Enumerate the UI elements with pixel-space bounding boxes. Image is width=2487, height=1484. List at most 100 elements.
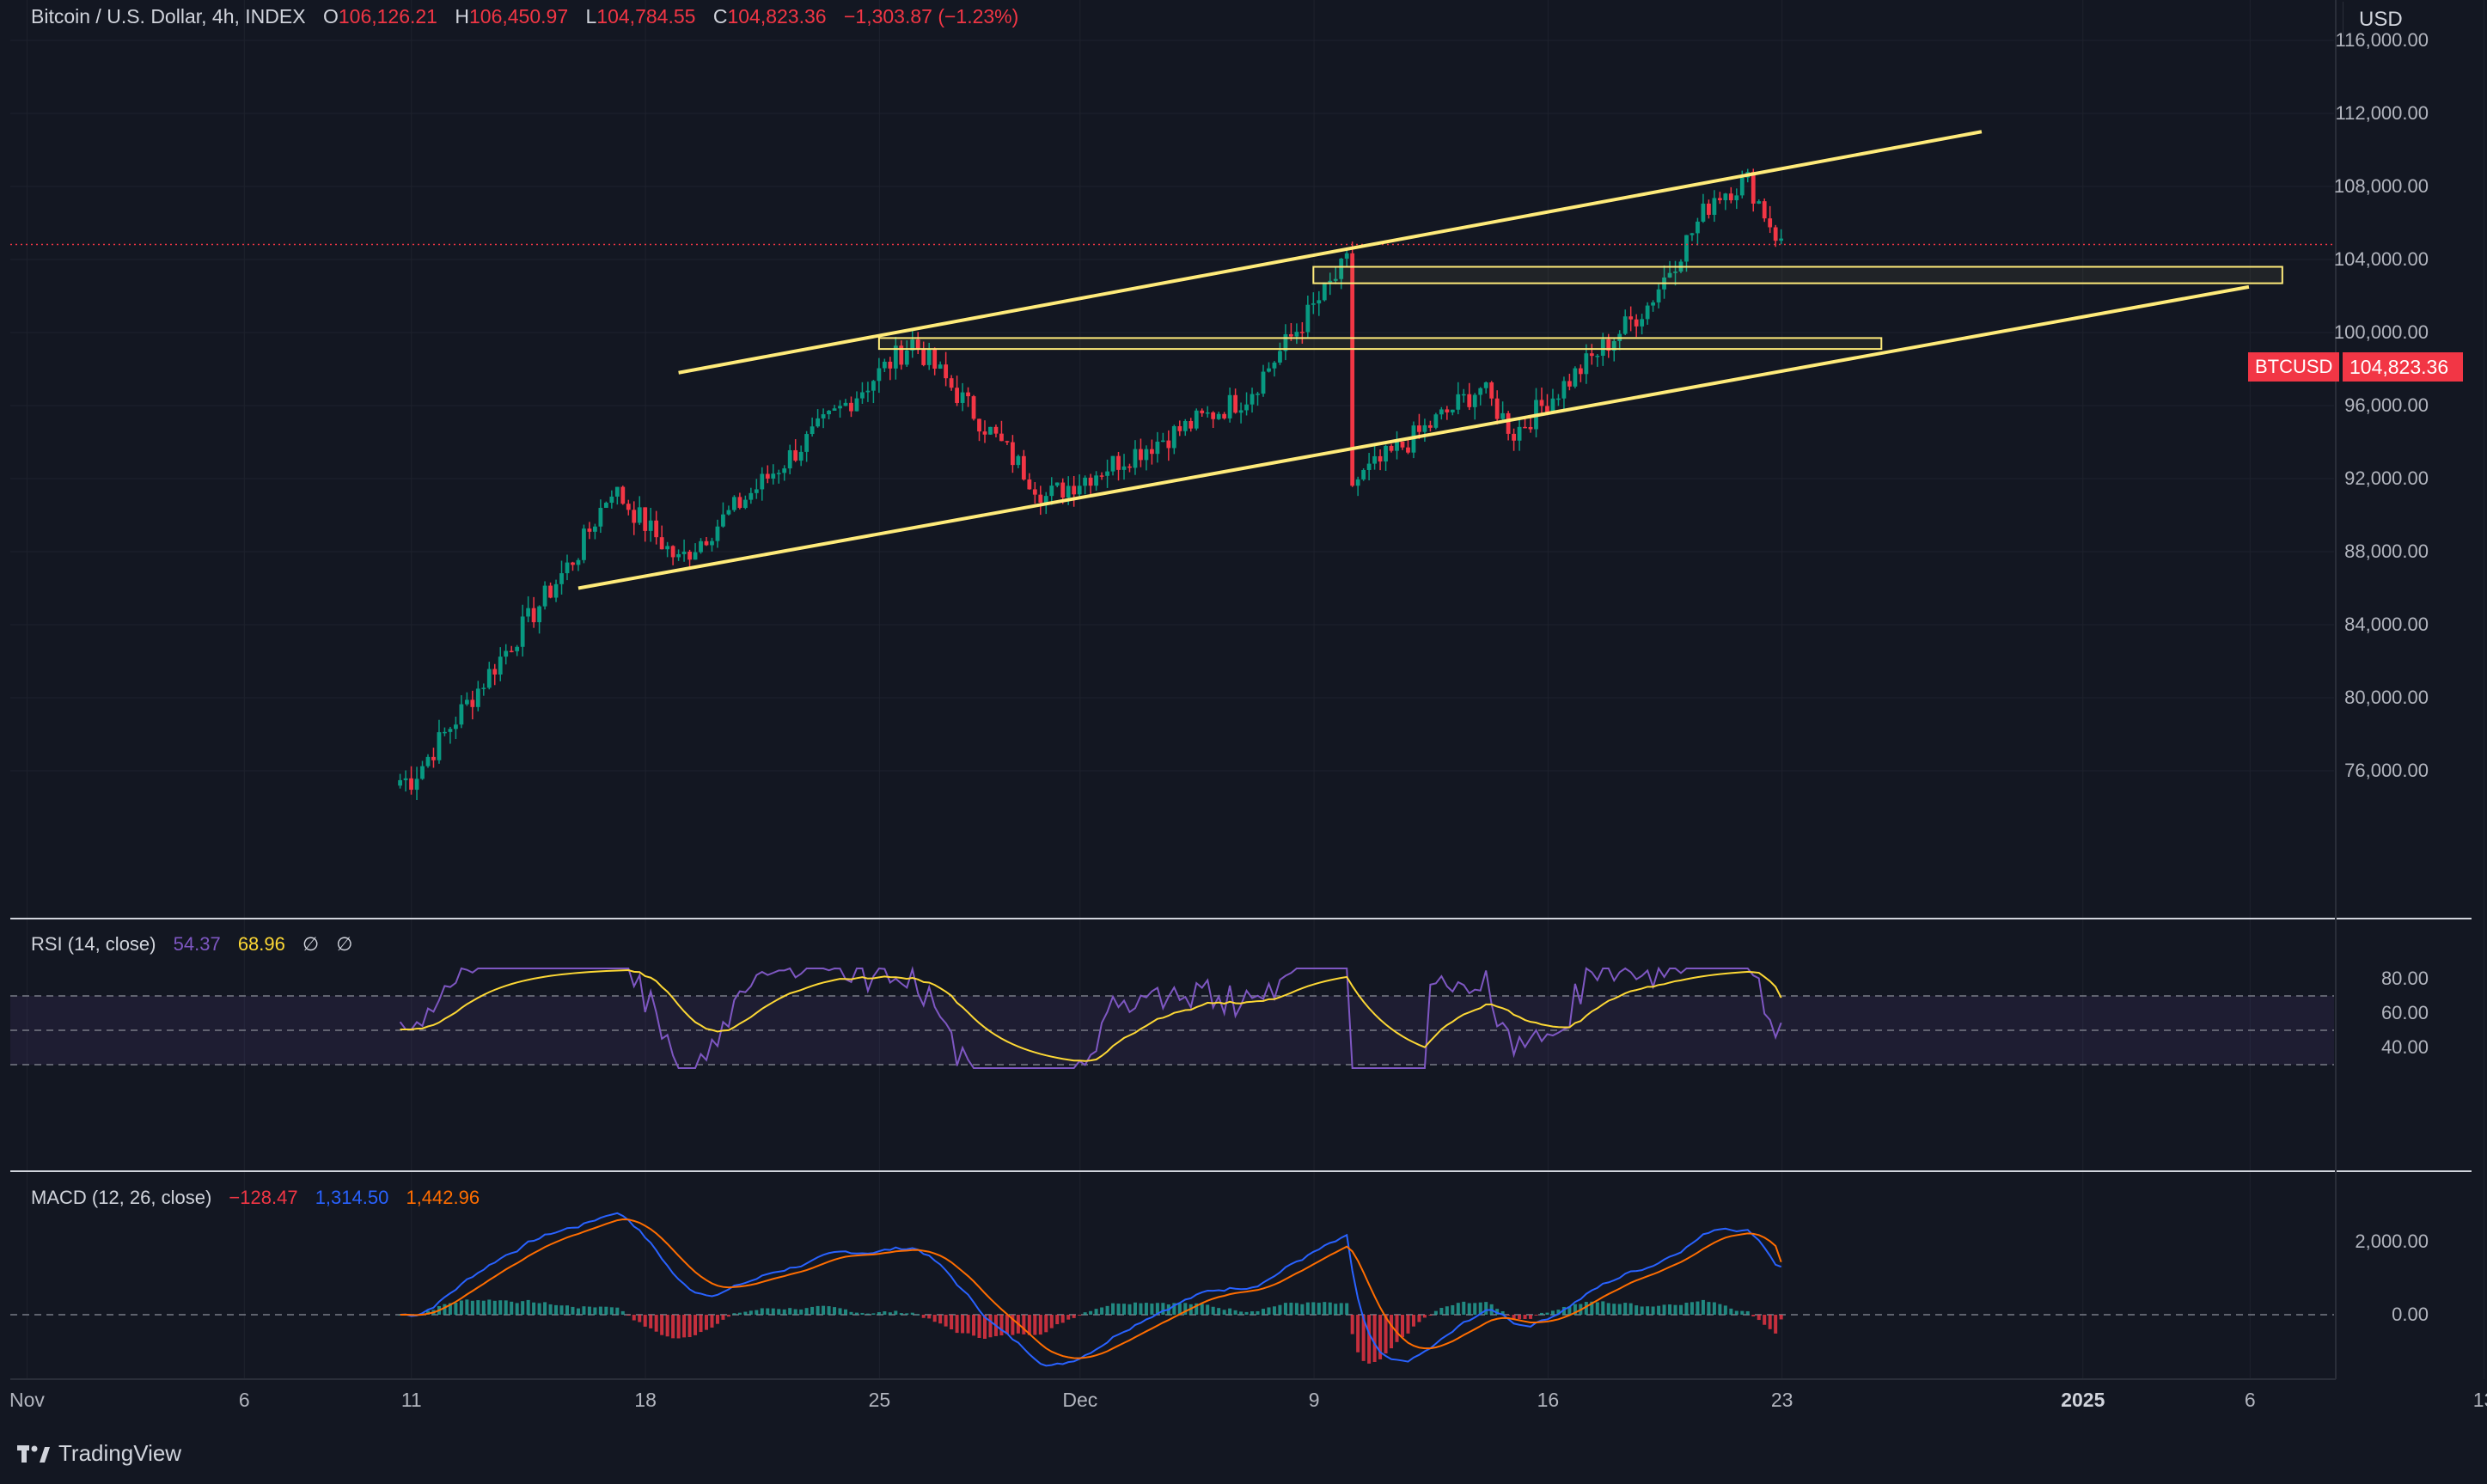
candle-body <box>1467 394 1472 407</box>
candle-body <box>1556 398 1561 400</box>
macd-histogram-bar <box>1401 1315 1404 1338</box>
candle-body <box>409 778 413 791</box>
macd-histogram-bar <box>649 1315 653 1328</box>
macd-histogram-bar <box>1161 1303 1165 1315</box>
macd-histogram-bar <box>977 1315 981 1338</box>
macd-histogram-bar <box>1177 1303 1182 1315</box>
candle-body <box>1739 177 1745 196</box>
time-axis-label: 6 <box>238 1389 250 1411</box>
macd-histogram-bar <box>1305 1302 1310 1315</box>
candle-body <box>1049 486 1054 497</box>
candle-body <box>1561 381 1567 399</box>
rsi-extra-2: ∅ <box>336 933 353 955</box>
candle-body <box>1244 404 1249 411</box>
macd-histogram-bar <box>1005 1315 1009 1334</box>
candle-body <box>988 426 993 435</box>
macd-histogram-bar <box>1406 1315 1410 1334</box>
macd-histogram-bar <box>1439 1308 1444 1315</box>
macd-histogram-bar <box>682 1315 687 1338</box>
tradingview-logo[interactable]: TradingView <box>17 1440 181 1467</box>
candle-body <box>1622 316 1628 334</box>
symbol-title[interactable]: Bitcoin / U.S. Dollar, 4h, INDEX <box>31 5 306 27</box>
macd-histogram-bar <box>1445 1306 1449 1315</box>
candle-body <box>1707 203 1711 216</box>
rsi-axis-label: 60.00 <box>2380 1002 2429 1023</box>
candle-body <box>1238 410 1244 413</box>
macd-histogram-bar <box>760 1308 764 1315</box>
macd-legend[interactable]: MACD (12, 26, close) −128.47 1,314.50 1,… <box>31 1187 492 1209</box>
candle-body <box>1550 398 1555 413</box>
macd-histogram-bar <box>1317 1303 1321 1315</box>
macd-histogram-bar <box>1411 1315 1415 1327</box>
macd-histogram-bar <box>816 1305 820 1315</box>
candle-body <box>403 778 408 780</box>
candle-body <box>1456 394 1461 410</box>
time-axis-label: 16 <box>1537 1389 1560 1411</box>
macd-histogram-bar <box>1367 1315 1372 1364</box>
candle-body <box>1333 278 1338 281</box>
time-axis-label: 13 <box>2472 1389 2487 1411</box>
macd-histogram-bar <box>1684 1303 1689 1315</box>
candle-body <box>542 585 547 607</box>
candle-body <box>1094 475 1098 486</box>
candle-body <box>1606 339 1611 351</box>
candle-body <box>598 508 603 527</box>
macd-histogram-bar <box>1078 1315 1082 1316</box>
candle-body <box>888 361 893 369</box>
candle-body <box>1539 400 1544 406</box>
price-candles <box>10 168 2334 801</box>
macd-histogram-bar <box>1239 1311 1244 1315</box>
macd-histogram-bar <box>470 1300 474 1315</box>
macd-histogram-bar <box>1462 1301 1466 1315</box>
candle-body <box>582 528 586 560</box>
macd-histogram-bar <box>1467 1303 1471 1315</box>
macd-histogram-bar <box>1300 1304 1305 1315</box>
candle-body <box>1684 235 1689 262</box>
candle-body <box>1227 394 1232 418</box>
symbol-price-tag: BTCUSD <box>2248 352 2340 382</box>
currency-button[interactable]: USD <box>2343 2 2480 38</box>
macd-histogram-bar <box>822 1305 826 1315</box>
candle-body <box>576 559 581 565</box>
macd-histogram-bar <box>1422 1315 1427 1318</box>
candle-body <box>793 449 798 461</box>
candle-body <box>1372 455 1377 464</box>
candle-body <box>437 732 442 760</box>
rsi-value: 54.37 <box>173 933 221 955</box>
macd-histogram-bar <box>1768 1315 1772 1329</box>
candle-body <box>1667 272 1672 278</box>
candle-body <box>504 650 509 657</box>
macd-histogram-bar <box>1200 1304 1204 1315</box>
candle-body <box>1139 449 1143 461</box>
candle-body <box>771 473 776 479</box>
candle-body <box>904 350 909 365</box>
candle-body <box>1150 449 1154 455</box>
macd-histogram-bar <box>582 1306 586 1315</box>
candle-body <box>843 402 848 406</box>
candle-body <box>1016 455 1021 466</box>
time-axis-label: Dec <box>1062 1389 1098 1411</box>
macd-histogram-bar <box>526 1299 530 1315</box>
candle-body <box>1779 238 1784 241</box>
macd-histogram-bar <box>966 1315 970 1334</box>
candle-body <box>1395 441 1399 451</box>
candle-body <box>1701 203 1706 222</box>
candle-body <box>832 408 837 411</box>
macd-histogram-bar <box>1500 1310 1505 1315</box>
candle-body <box>1483 382 1488 388</box>
channel-lower-line <box>577 284 2250 590</box>
candle-body <box>1611 340 1616 351</box>
macd-histogram-bar <box>521 1301 525 1315</box>
rsi-legend[interactable]: RSI (14, close) 54.37 68.96 ∅ ∅ <box>31 933 364 956</box>
macd-signal-line <box>400 1218 1782 1359</box>
price-axis-label: 76,000.00 <box>2344 760 2429 781</box>
candle-body <box>1350 253 1355 486</box>
macd-histogram-bar <box>938 1315 943 1324</box>
macd-histogram-bar <box>1183 1303 1188 1315</box>
macd-histogram-bar <box>565 1305 569 1315</box>
macd-histogram-bar <box>487 1299 492 1315</box>
candle-body <box>1344 253 1349 259</box>
candle-body <box>425 756 431 766</box>
macd-histogram-bar <box>899 1313 903 1315</box>
